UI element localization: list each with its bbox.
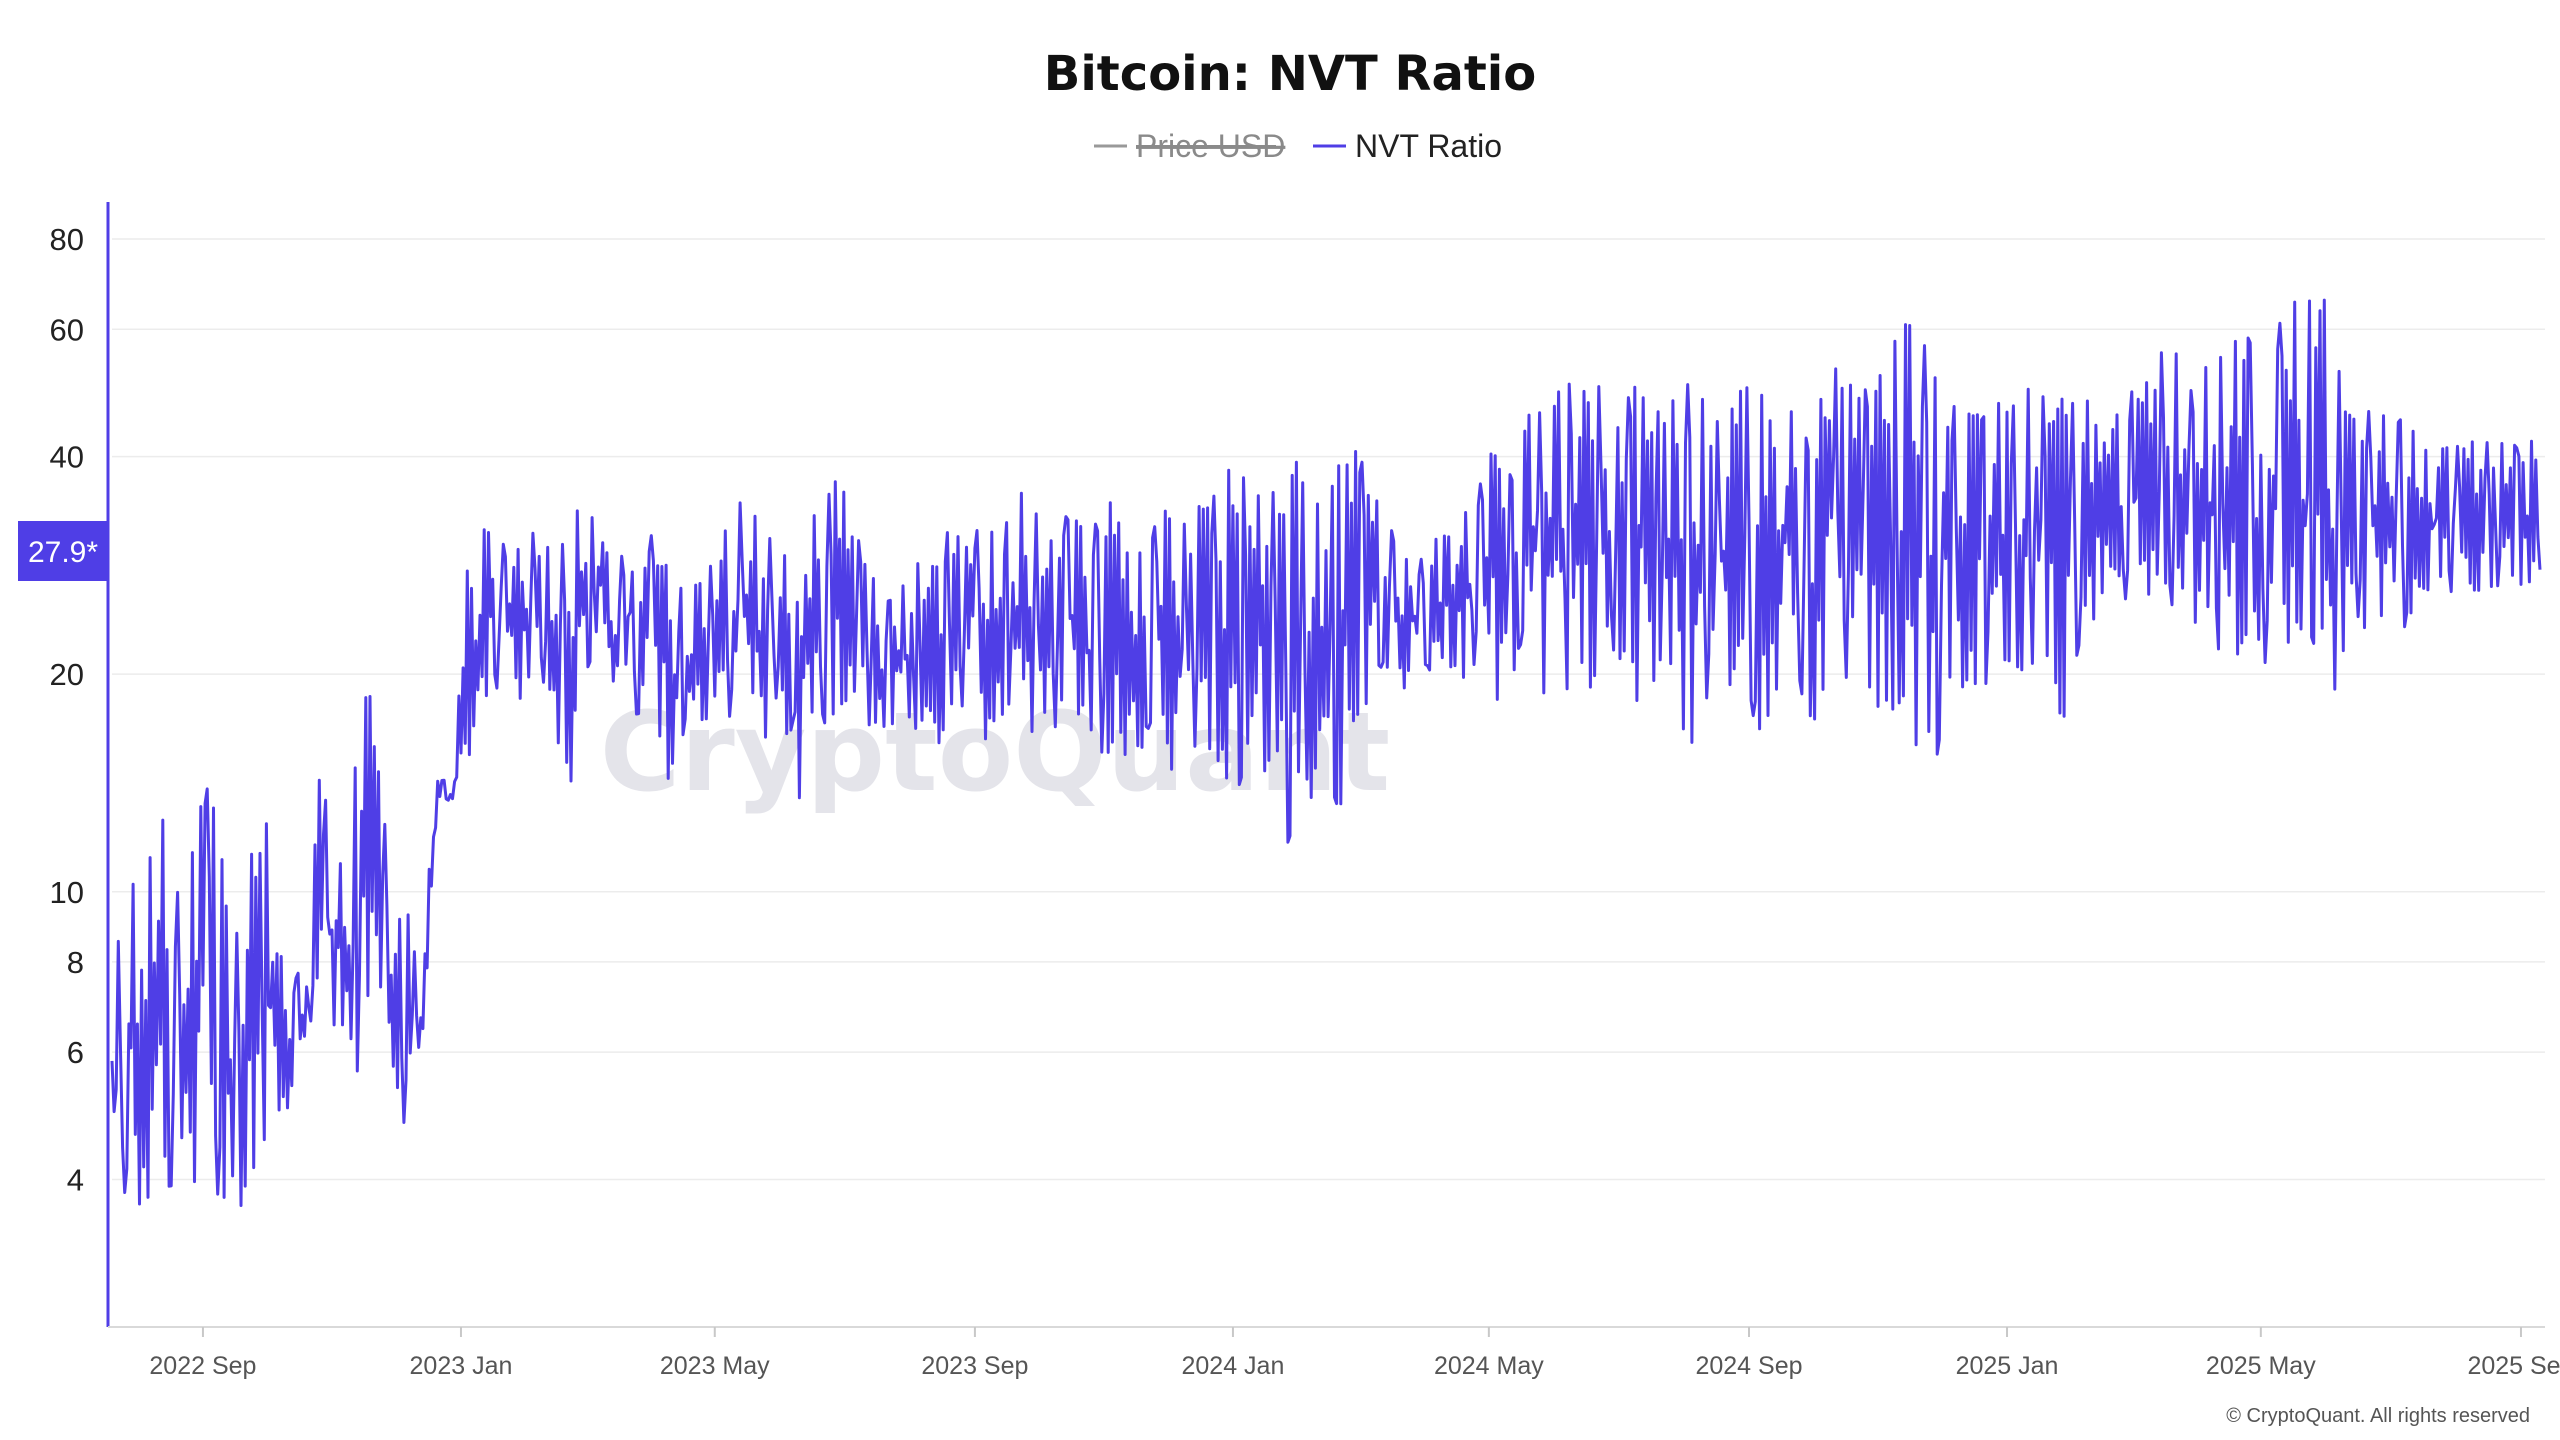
y-tick-label: 4: [67, 1162, 84, 1197]
legend-item-nvt-ratio[interactable]: NVT Ratio: [1313, 128, 1502, 164]
x-tick-label: 2024 Jan: [1182, 1352, 1285, 1380]
copyright-notice: © CryptoQuant. All rights reserved: [2226, 1405, 2530, 1427]
y-tick-label: 20: [50, 657, 84, 692]
y-tick-label: 40: [50, 440, 84, 475]
x-tick-label: 2024 May: [1434, 1352, 1544, 1380]
legend-label-nvt-ratio: NVT Ratio: [1355, 128, 1502, 164]
legend: Price USD NVT Ratio: [1094, 128, 1502, 164]
y-axis-ticks: 80 60 40 20 10 8 6 4: [50, 222, 84, 1197]
series-line-nvt-ratio: [110, 298, 2542, 1207]
x-tick-label: 2023 May: [660, 1352, 770, 1380]
x-tick-label: 2022 Sep: [149, 1352, 256, 1380]
x-tick-label: 2025 Sep: [2467, 1352, 2560, 1380]
x-tick-label: 2025 May: [2206, 1352, 2316, 1380]
y-tick-label: 8: [67, 945, 84, 980]
x-tick-label: 2024 Sep: [1695, 1352, 1802, 1380]
current-value-badge-bg: [18, 521, 108, 581]
x-tick-label: 2023 Jan: [410, 1352, 513, 1380]
chart-title: Bitcoin: NVT Ratio: [1044, 46, 1536, 102]
y-tick-label: 80: [50, 222, 84, 257]
current-value-badge: 27.9*: [18, 521, 108, 581]
y-tick-label: 10: [50, 875, 84, 910]
x-axis-ticks: 2022 Sep 2023 Jan 2023 May 2023 Sep 2024 Jan…: [149, 1327, 2560, 1380]
y-tick-label: 6: [67, 1035, 84, 1070]
x-tick-label: 2023 Sep: [921, 1352, 1028, 1380]
legend-item-price-usd[interactable]: Price USD: [1094, 128, 1285, 164]
x-tick-label: 2025 Jan: [1956, 1352, 2059, 1380]
current-value-label: 27.9*: [28, 536, 98, 569]
y-tick-label: 60: [50, 312, 84, 347]
